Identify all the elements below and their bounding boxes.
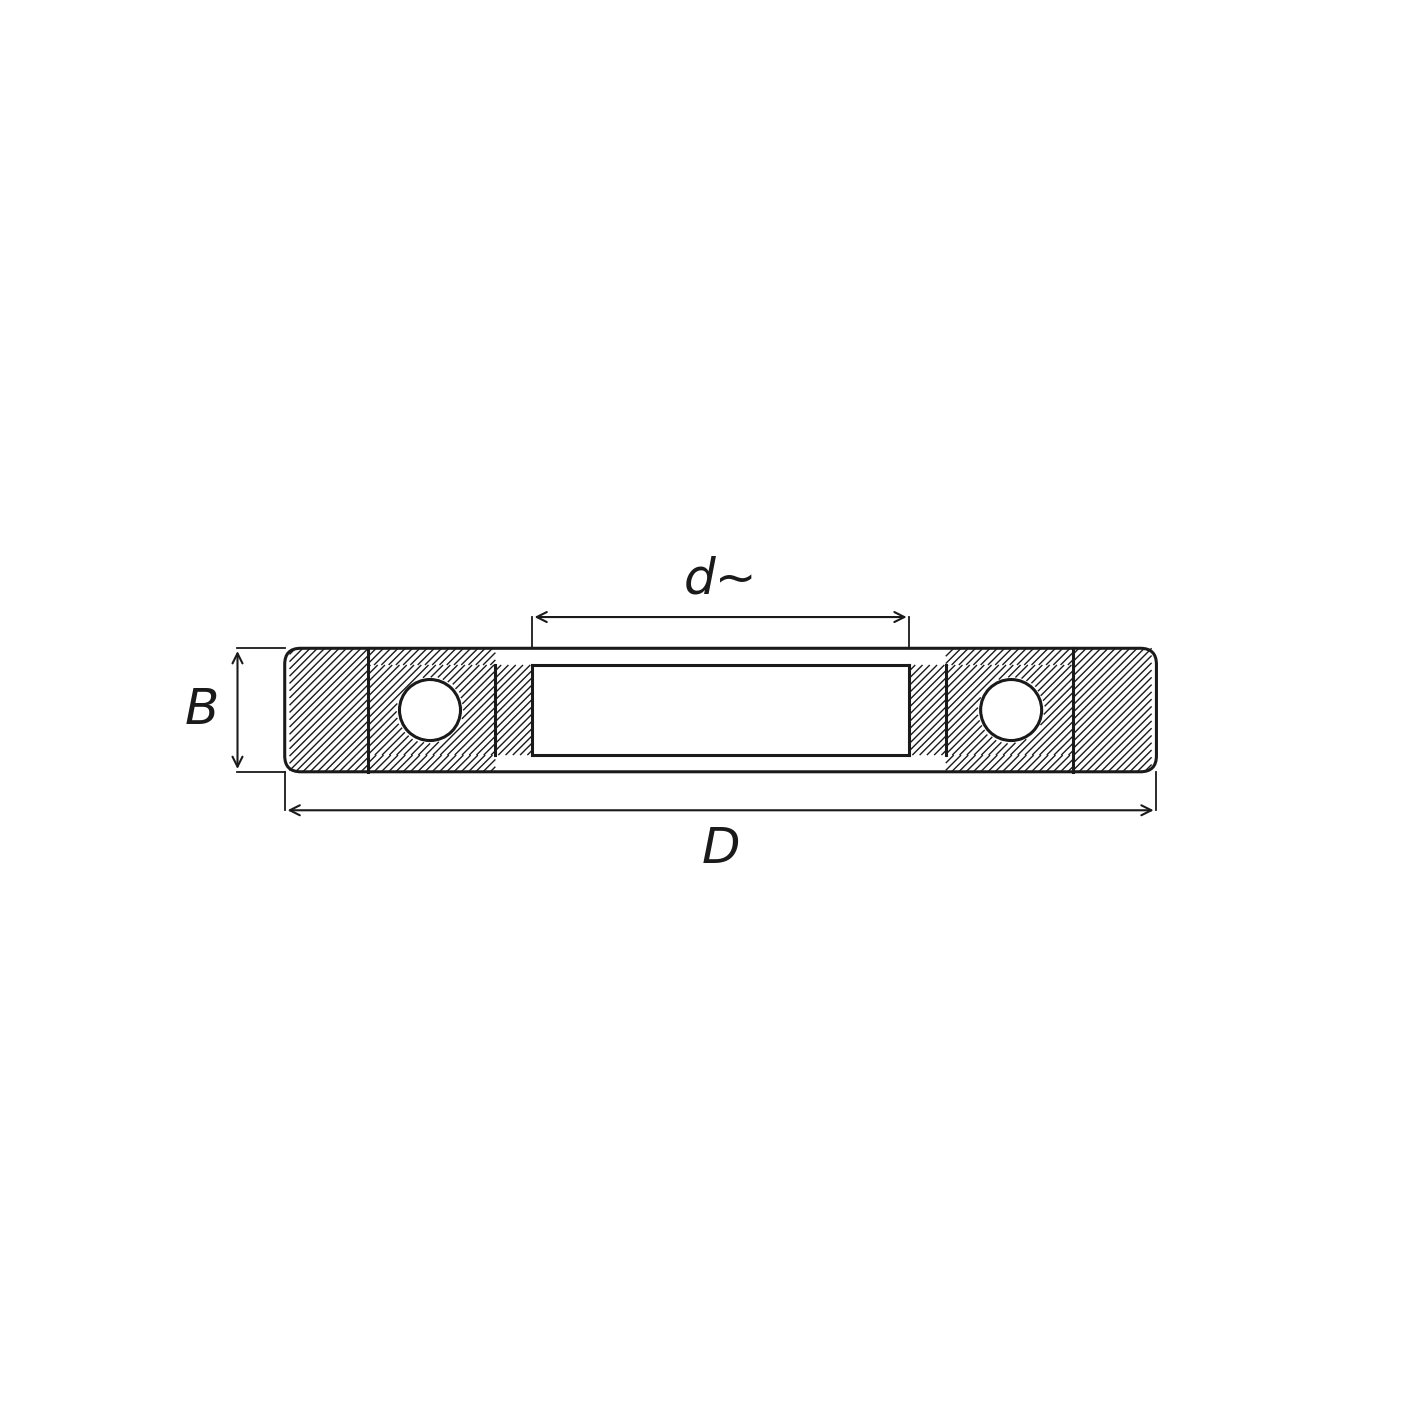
Text: B: B xyxy=(186,686,219,734)
FancyBboxPatch shape xyxy=(284,648,1157,772)
Text: d~: d~ xyxy=(683,555,758,605)
Circle shape xyxy=(980,679,1042,741)
Circle shape xyxy=(399,679,461,741)
Text: D: D xyxy=(702,825,740,873)
